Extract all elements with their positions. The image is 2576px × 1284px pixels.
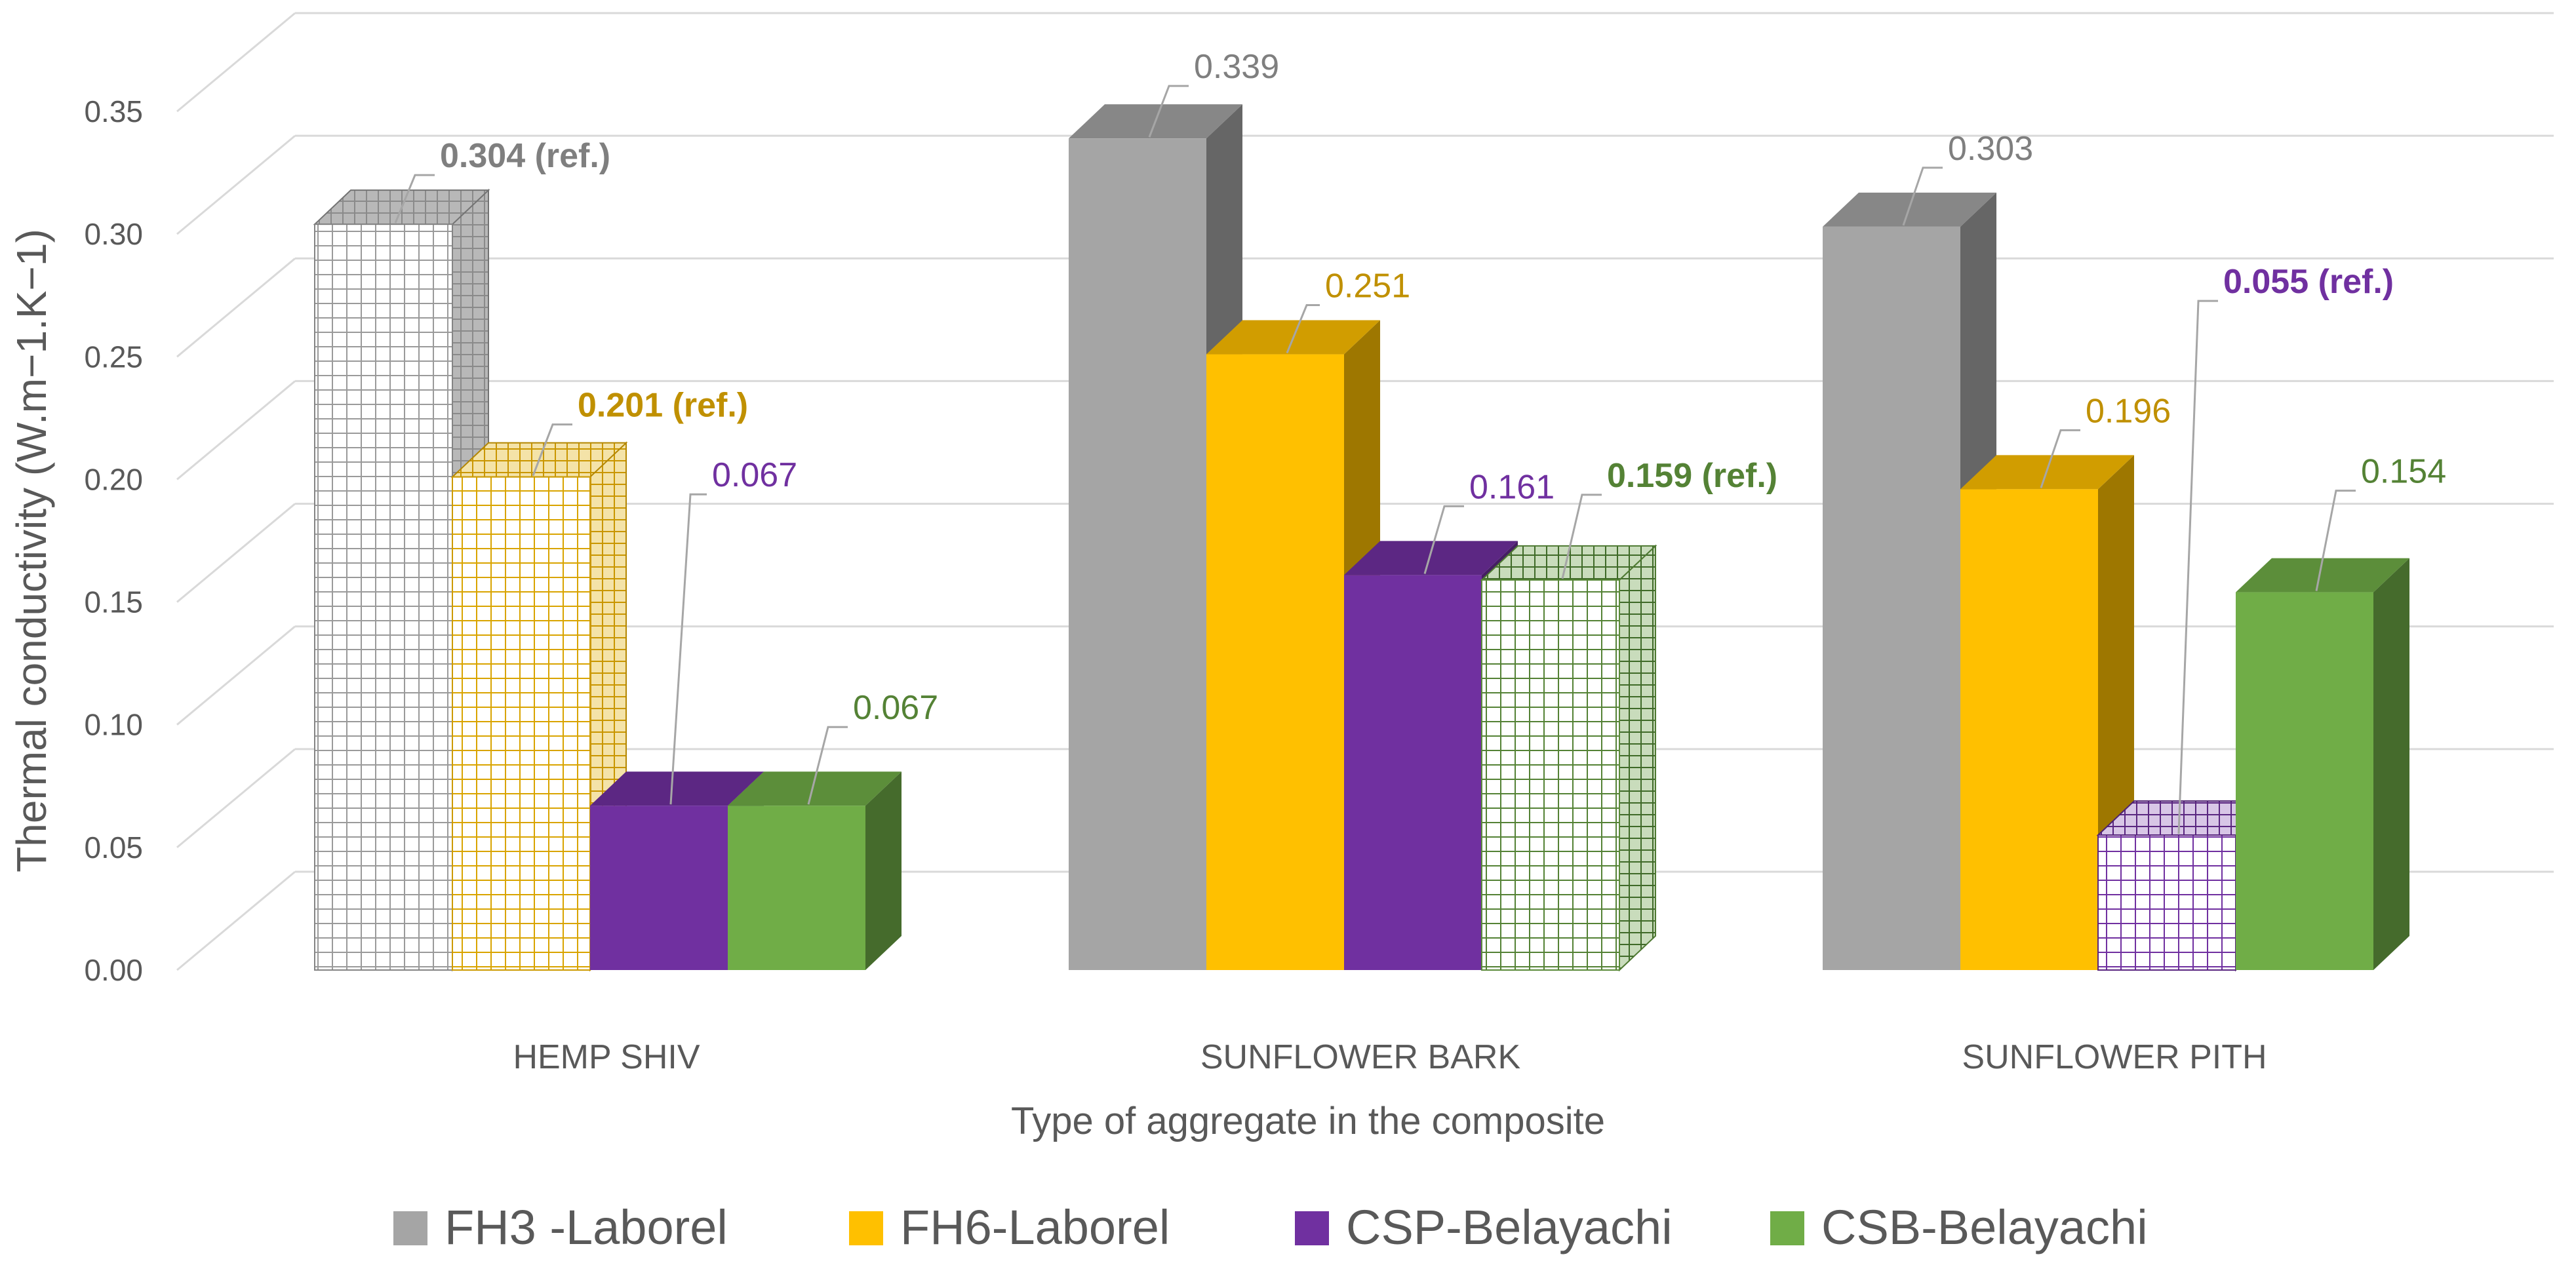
bar-front (2097, 834, 2236, 971)
data-label: 0.067 (712, 456, 797, 494)
bar-front (1960, 489, 2098, 970)
data-label: 0.251 (1325, 267, 1410, 305)
category-label: HEMP SHIV (513, 1038, 700, 1076)
data-label: 0.303 (1948, 130, 2033, 168)
bar-3-1 (1480, 544, 1657, 972)
data-labels: 0.304 (ref.) 0.201 (ref.) 0.067 0.067 0.339 0… (394, 48, 2446, 834)
y-tick-label: 0.20 (84, 462, 143, 496)
leader-line (2177, 300, 2218, 834)
bar-front (1069, 138, 1206, 971)
y-axis: 0.00 0.05 0.10 0.15 0.20 0.25 0.30 0.35 (84, 94, 143, 987)
gridline-diagonal (176, 12, 296, 113)
bar-side (2373, 558, 2409, 970)
gridline-diagonal (176, 258, 296, 358)
data-label: 0.159 (ref.) (1607, 457, 1777, 495)
legend-swatch (849, 1211, 883, 1245)
leader-line (2315, 490, 2356, 591)
y-tick-label: 0.10 (84, 708, 143, 742)
bar-3-2 (2236, 558, 2409, 970)
legend-item: FH3 -Laborel (393, 1200, 728, 1255)
legend: FH3 -Laborel FH6-Laborel CSP-Belayachi CSB-… (393, 1200, 2148, 1255)
legend-label: FH3 -Laborel (445, 1200, 728, 1255)
data-label: 0.201 (ref.) (578, 387, 748, 425)
x-axis-title: Type of aggregate in the composite (1011, 1100, 1605, 1142)
legend-swatch (1295, 1211, 1329, 1245)
category-label: SUNFLOWER BARK (1200, 1038, 1521, 1076)
leader-line (1561, 494, 1602, 579)
bar-front (590, 806, 728, 970)
bar-top (590, 771, 764, 806)
bars (313, 104, 2409, 972)
gridline-diagonal (176, 380, 296, 480)
data-label: 0.339 (1194, 48, 1279, 86)
legend-label: CSB-Belayachi (1821, 1200, 2148, 1255)
y-tick-label: 0.15 (84, 585, 143, 619)
leader-line (1286, 304, 1320, 354)
data-label: 0.154 (2361, 453, 2446, 491)
y-tick-label: 0.05 (84, 830, 143, 865)
bar-1-0 (450, 441, 628, 972)
y-axis-title: Thermal conductivity (W.m−1.K−1) (8, 229, 55, 872)
gridline-diagonal (176, 625, 296, 726)
data-label: 0.055 (ref.) (2223, 263, 2394, 301)
y-tick-label: 0.00 (84, 953, 143, 987)
bar-front (1481, 579, 1620, 971)
leader-line (669, 493, 707, 805)
data-label: 0.161 (1469, 468, 1555, 506)
bar-side (1619, 544, 1656, 972)
leader-line (394, 174, 435, 224)
leader-line (532, 423, 572, 477)
bar-top (1344, 541, 1518, 575)
bar-3-0 (728, 771, 902, 970)
leader-line (1423, 505, 1464, 574)
legend-label: FH6-Laborel (900, 1200, 1170, 1255)
leader-line (1148, 85, 1189, 138)
gridline-diagonal (176, 748, 296, 849)
bar-front (1823, 226, 1960, 970)
data-label: 0.304 (ref.) (440, 137, 610, 175)
x-axis: HEMP SHIV SUNFLOWER BARK SUNFLOWER PITH (513, 1038, 2267, 1076)
leader-line (807, 726, 848, 805)
category-label: SUNFLOWER PITH (1962, 1038, 2267, 1076)
legend-swatch (1770, 1211, 1804, 1245)
bar-front (728, 806, 865, 970)
bar-front (2236, 592, 2373, 970)
bar-top (728, 771, 902, 806)
gridline-diagonal (176, 870, 296, 971)
legend-item: FH6-Laborel (849, 1200, 1170, 1255)
legend-label: CSP-Belayachi (1346, 1200, 1673, 1255)
legend-item: CSB-Belayachi (1770, 1200, 2148, 1255)
gridline-diagonal (176, 503, 296, 603)
legend-swatch (393, 1211, 427, 1245)
y-tick-label: 0.35 (84, 94, 143, 128)
data-label: 0.196 (2086, 392, 2171, 430)
leader-line (2040, 429, 2080, 488)
bar-front (314, 224, 453, 971)
gridline-diagonal (176, 134, 296, 235)
leader-line (1902, 166, 1943, 226)
bar-front (1344, 575, 1482, 970)
bar-side (865, 771, 902, 970)
bar-front (452, 476, 591, 971)
bar-top (2236, 558, 2409, 593)
y-tick-label: 0.25 (84, 340, 143, 374)
legend-item: CSP-Belayachi (1295, 1200, 1673, 1255)
y-tick-label: 0.30 (84, 217, 143, 251)
bar-front (1206, 354, 1344, 970)
data-label: 0.067 (853, 689, 938, 727)
